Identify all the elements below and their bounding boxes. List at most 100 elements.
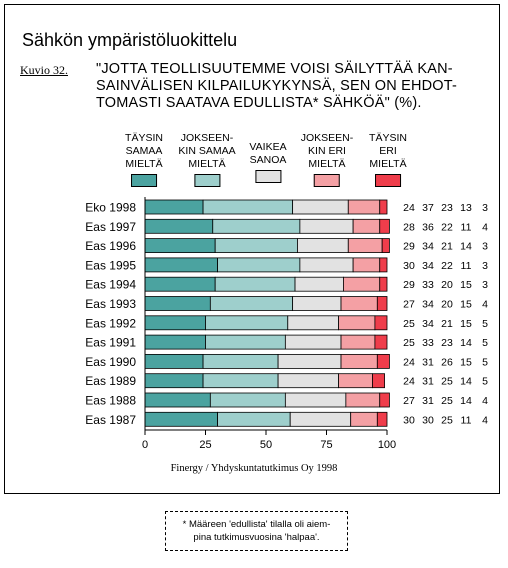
bar-segment	[347, 199, 381, 215]
bar-segment	[381, 238, 390, 254]
data-label: 30	[403, 260, 415, 272]
data-label: 34	[422, 299, 434, 311]
data-label: 14	[460, 376, 472, 388]
legend-label: JOKSEEN-	[300, 132, 354, 144]
data-label: 31	[422, 376, 434, 388]
data-label: 21	[441, 318, 453, 330]
bar-segment	[144, 334, 206, 350]
bar-segment	[292, 199, 349, 215]
category-label: Eas 1992	[85, 316, 136, 330]
question-line: TOMASTI SAATAVA EDULLISTA* SÄHKÖÄ" (%).	[96, 95, 422, 111]
legend-item: JOKSEEN- KIN SAMAA MIELTÄ	[178, 132, 236, 187]
legend-label: MIELTÄ	[125, 158, 163, 170]
bar-segment	[205, 315, 289, 331]
data-label: 30	[403, 414, 415, 426]
x-tick-label: 100	[378, 439, 396, 451]
question-text: "JOTTA TEOLLISUUTEMME VOISI SÄILYTTÄÄ KA…	[96, 61, 491, 112]
legend-swatch	[313, 174, 340, 187]
bar-segment	[144, 257, 218, 273]
data-label: 4	[482, 221, 488, 233]
bar-segment	[299, 257, 354, 273]
legend-label: SANOA	[249, 154, 287, 166]
data-label: 27	[403, 395, 415, 407]
bar-segment	[340, 296, 378, 311]
category-label: Eas 1997	[85, 220, 136, 234]
bar-segment	[343, 276, 381, 292]
bar-segment	[338, 373, 373, 389]
bar-segment	[144, 373, 204, 389]
data-label: 4	[482, 299, 488, 311]
x-tick-label: 75	[320, 439, 332, 451]
bar-segment	[214, 276, 296, 292]
footnote-line: pina tutkimusvuosina 'halpaa'.	[193, 532, 320, 543]
bar-segment	[287, 315, 339, 331]
question-line: "JOTTA TEOLLISUUTEMME VOISI SÄILYTTÄÄ KA…	[96, 61, 453, 77]
data-label: 25	[441, 395, 453, 407]
page-title: Sähkön ympäristöluokittelu	[22, 30, 238, 50]
data-label: 29	[403, 241, 415, 253]
bar-segment	[202, 373, 279, 389]
bar-segment	[292, 296, 342, 311]
data-label: 3	[482, 279, 488, 291]
bar-segment	[144, 218, 214, 234]
bar-segment	[340, 334, 376, 350]
bar-segment	[144, 315, 206, 331]
category-label: Eas 1991	[85, 336, 136, 350]
bar-segment	[144, 411, 218, 427]
legend-label: MIELTÄ	[308, 158, 346, 170]
bar-segment	[209, 296, 294, 311]
figure-frame	[4, 4, 500, 494]
data-label: 14	[460, 337, 472, 349]
bar-segment	[352, 257, 381, 273]
bar-segment	[374, 315, 388, 331]
bar-segment	[379, 199, 388, 215]
legend-item: JOKSEEN- KIN ERI MIELTÄ	[300, 132, 354, 187]
data-label: 21	[441, 241, 453, 253]
data-label: 27	[403, 299, 415, 311]
footnote-line: * Määreen 'edullista' tilalla oli aiem-	[182, 519, 331, 530]
data-label: 24	[403, 202, 415, 214]
legend-label: MIELTÄ	[188, 158, 226, 170]
data-label: 37	[422, 202, 434, 214]
footnote-box: * Määreen 'edullista' tilalla oli aiem- …	[165, 511, 348, 551]
data-label: 15	[460, 279, 472, 291]
data-label: 20	[441, 299, 453, 311]
data-label: 5	[482, 337, 488, 349]
category-label: Eas 1995	[85, 258, 136, 272]
data-label: 11	[461, 221, 472, 233]
data-label: 30	[422, 414, 434, 426]
data-label: 26	[441, 356, 453, 368]
data-label: 22	[441, 221, 453, 233]
data-label: 5	[482, 356, 488, 368]
data-label: 25	[441, 376, 453, 388]
category-label: Eas 1988	[85, 394, 136, 408]
bar-segment	[144, 296, 211, 311]
bar-segment	[379, 218, 390, 234]
data-label: 11	[461, 260, 472, 272]
bar-segment	[144, 238, 216, 254]
bar-segment	[209, 392, 286, 408]
legend-item: TÄYSIN ERI MIELTÄ	[369, 132, 407, 187]
legend-label: MIELTÄ	[369, 158, 407, 170]
bar-segment	[294, 276, 344, 292]
data-label: 11	[461, 414, 472, 426]
bar-segment	[144, 392, 211, 408]
bar-segment	[299, 218, 354, 234]
bar-segment	[340, 353, 378, 369]
legend-swatch	[255, 170, 281, 183]
bar-segment	[338, 315, 376, 331]
figure-label: Kuvio 32.	[20, 63, 68, 77]
legend-item: TÄYSIN SAMAA MIELTÄ	[125, 132, 163, 187]
x-tick-label: 50	[260, 439, 272, 451]
data-label: 14	[460, 395, 472, 407]
bar-segment	[372, 373, 385, 389]
bar-segment	[202, 199, 294, 215]
data-label: 33	[422, 337, 434, 349]
bar-segment	[350, 411, 378, 427]
legend-label: KIN ERI	[308, 145, 346, 157]
bar-segment	[277, 353, 342, 369]
bar-segment	[347, 238, 383, 254]
category-label: Eas 1990	[85, 355, 136, 369]
data-label: 34	[422, 241, 434, 253]
